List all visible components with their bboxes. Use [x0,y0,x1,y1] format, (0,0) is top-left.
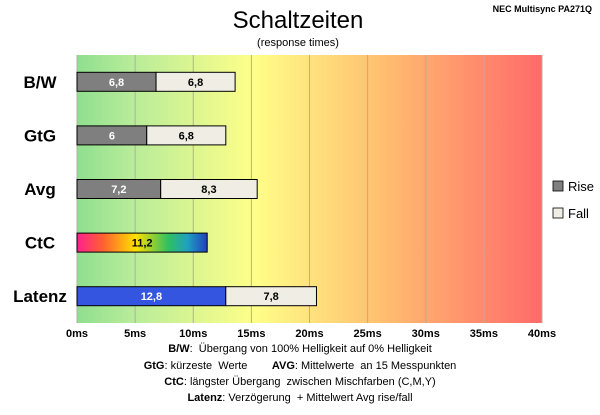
note-bw-lead: B/W [168,343,190,355]
data-label-b-w-rise: 6,8 [109,77,124,89]
chart-title: Schaltzeiten [233,7,364,34]
data-label-gtg-fall: 6,8 [179,130,194,142]
bar-gtg-fall [146,125,227,146]
x-tick-labels: 0ms 5ms 10ms 15ms 20ms 25ms 30ms 35ms 40ms [66,328,556,340]
note-bw: B/W: Übergang von 100% Helligkeit auf 0%… [0,343,600,355]
category-label-avg: Avg [24,180,56,199]
gridlines [76,55,543,323]
note-latenz-text: : Verzögerung + Mittelwert Avg rise/fall [222,392,413,404]
data-label-b-w-fall: 6,8 [188,77,203,89]
legend: Rise Fall [552,179,594,221]
chart-subtitle: (response times) [257,37,339,49]
category-label-latenz: Latenz [13,287,67,306]
data-label-ctc-ctc: 11,2 [132,238,153,250]
x-tick-35ms: 35ms [470,328,498,340]
bar-b-w-fall [155,71,236,92]
note-gtg-text: : kürzeste Werte [164,360,248,372]
category-label-ctc: CtC [25,234,55,253]
note-ctc-lead: CtC [164,376,184,388]
data-label-latenz-fall: 7,8 [263,291,278,303]
note-avg-text: : Mittelwerte an 15 Messpunkten [294,360,457,372]
x-tick-40ms: 40ms [528,328,556,340]
x-tick-5ms: 5ms [124,328,146,340]
note-gtg-avg: GtG: kürzeste Werte AVG: Mittelwerte an … [0,360,600,372]
x-tick-30ms: 30ms [412,328,440,340]
legend-swatch-rise [552,180,564,192]
note-latenz-lead: Latenz [187,392,223,404]
category-label-b-w: B/W [23,73,57,92]
note-ctc: CtC: längster Übergang zwischen Mischfar… [0,376,600,388]
bar-latenz-fall [225,286,317,307]
data-label-latenz-rise: 12,8 [141,291,162,303]
x-tick-10ms: 10ms [179,328,207,340]
note-bw-text: : Übergang von 100% Helligkeit auf 0% He… [189,343,432,355]
bars: 6,8 6,8 6 6,8 7,2 8,3 11,2 12,8 7,8 [76,71,317,307]
x-tick-15ms: 15ms [237,328,265,340]
legend-label-fall: Fall [568,206,589,221]
x-tick-0ms: 0ms [66,328,88,340]
x-tick-20ms: 20ms [295,328,323,340]
data-label-avg-fall: 8,3 [201,184,216,196]
legend-swatch-fall [552,207,564,219]
bar-avg-fall [160,179,258,199]
note-ctc-text: : längster Übergang zwischen Mischfarben… [183,376,436,388]
note-gtg-lead: GtG [143,360,165,372]
bar-ctc-ctc [76,232,208,253]
data-label-avg-rise: 7,2 [111,184,126,196]
category-labels: B/W GtG Avg CtC Latenz [13,73,67,306]
x-tick-25ms: 25ms [354,328,382,340]
note-avg-lead: AVG [271,360,295,372]
category-label-gtg: GtG [24,126,56,145]
legend-label-rise: Rise [568,179,594,194]
monitor-model: NEC Multisync PA271Q [493,4,592,14]
note-latenz: Latenz: Verzögerung + Mittelwert Avg ris… [0,392,600,404]
data-label-gtg-rise: 6 [109,130,115,142]
